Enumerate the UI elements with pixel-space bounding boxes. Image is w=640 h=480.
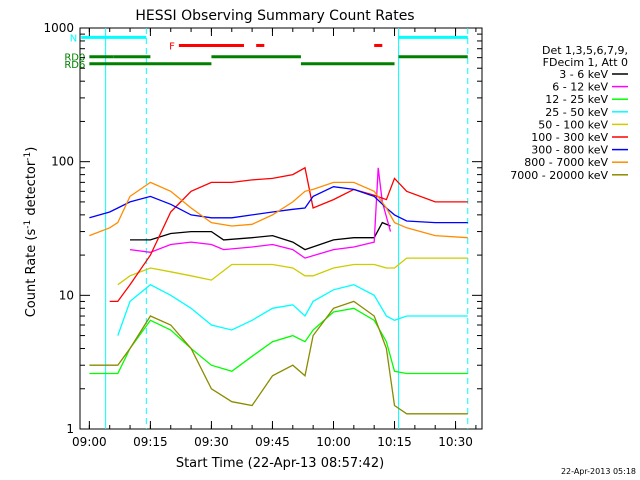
series-line bbox=[109, 166, 468, 303]
flag-bar-label: RD6 bbox=[64, 60, 85, 71]
legend-header-line-1: Det 1,3,5,6,7,9, bbox=[542, 44, 628, 57]
flag-bar-label: RD0 bbox=[64, 53, 85, 64]
series-line bbox=[89, 300, 468, 415]
y-axis-ticks: 1 10 100 1000 bbox=[43, 21, 482, 436]
legend-entry-label: 100 - 300 keV bbox=[531, 131, 608, 144]
plot-frame bbox=[79, 27, 483, 430]
x-tick-label: 10:15 bbox=[377, 435, 412, 449]
legend-entry-label: 800 - 7000 keV bbox=[524, 156, 608, 169]
series-lines bbox=[89, 166, 468, 415]
series-line bbox=[117, 257, 468, 286]
y-tick-label: 1000 bbox=[43, 21, 74, 35]
legend: Det 1,3,5,6,7,9, FDecim 1, Att 0 3 - 6 k… bbox=[510, 44, 628, 182]
x-tick-label: 09:30 bbox=[194, 435, 229, 449]
x-axis-label: Start Time (22-Apr-13 08:57:42) bbox=[176, 456, 384, 471]
x-tick-label: 09:45 bbox=[255, 435, 290, 449]
flag-bar-label: N bbox=[70, 33, 77, 44]
legend-header-line-2: FDecim 1, Att 0 bbox=[543, 56, 628, 69]
series-line bbox=[129, 167, 392, 259]
series-line bbox=[89, 186, 468, 224]
legend-entry-label: 7000 - 20000 keV bbox=[510, 169, 608, 182]
flag-bar-label: F bbox=[169, 41, 175, 52]
legend-entry-label: 12 - 25 keV bbox=[545, 93, 608, 106]
x-tick-label: 09:15 bbox=[133, 435, 168, 449]
series-line bbox=[89, 307, 468, 375]
footer-timestamp: 22-Apr-2013 05:18 bbox=[561, 467, 636, 476]
series-line bbox=[89, 181, 468, 239]
marker-lines bbox=[105, 28, 469, 429]
y-tick-label: 1 bbox=[66, 422, 74, 436]
legend-entry-label: 25 - 50 keV bbox=[545, 106, 608, 119]
y-axis-label: Count Rate (s-1 detector-1) bbox=[23, 147, 39, 318]
x-tick-label: 10:00 bbox=[316, 435, 351, 449]
series-line bbox=[130, 221, 391, 251]
x-tick-label: 10:30 bbox=[438, 435, 473, 449]
legend-entry-label: 300 - 800 keV bbox=[531, 144, 608, 157]
series-line bbox=[117, 283, 468, 336]
legend-entry-label: 3 - 6 keV bbox=[559, 68, 608, 81]
legend-entry-label: 50 - 100 keV bbox=[538, 118, 608, 131]
y-tick-label: 10 bbox=[59, 288, 74, 302]
legend-entry-label: 6 - 12 keV bbox=[552, 81, 608, 94]
x-axis-ticks: 09:00 09:15 09:30 09:45 10:00 10:15 10:30 bbox=[72, 28, 477, 449]
x-tick-label: 09:00 bbox=[72, 435, 107, 449]
chart-title: HESSI Observing Summary Count Rates bbox=[135, 8, 414, 24]
y-tick-label: 100 bbox=[51, 155, 74, 169]
